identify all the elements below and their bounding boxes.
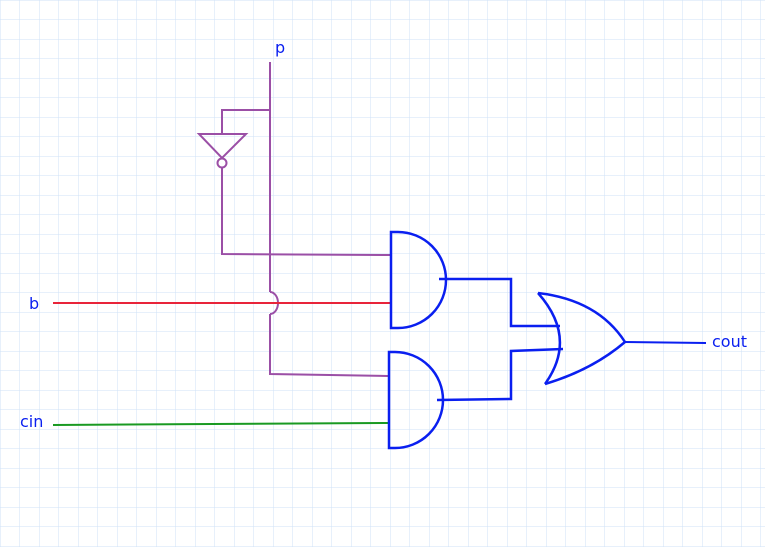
or-gate xyxy=(537,291,627,386)
label-p: p xyxy=(275,38,285,57)
label-cin: cin xyxy=(20,412,43,431)
not-gate xyxy=(196,133,249,169)
label-cout: cout xyxy=(712,332,747,351)
and-gate-top xyxy=(389,230,448,330)
and-gate-bottom xyxy=(387,350,445,450)
wire-p xyxy=(221,62,391,377)
wire-cout xyxy=(624,341,707,344)
wire-and-to-or xyxy=(436,277,564,402)
wire-cin xyxy=(52,422,391,426)
label-b: b xyxy=(29,294,39,313)
